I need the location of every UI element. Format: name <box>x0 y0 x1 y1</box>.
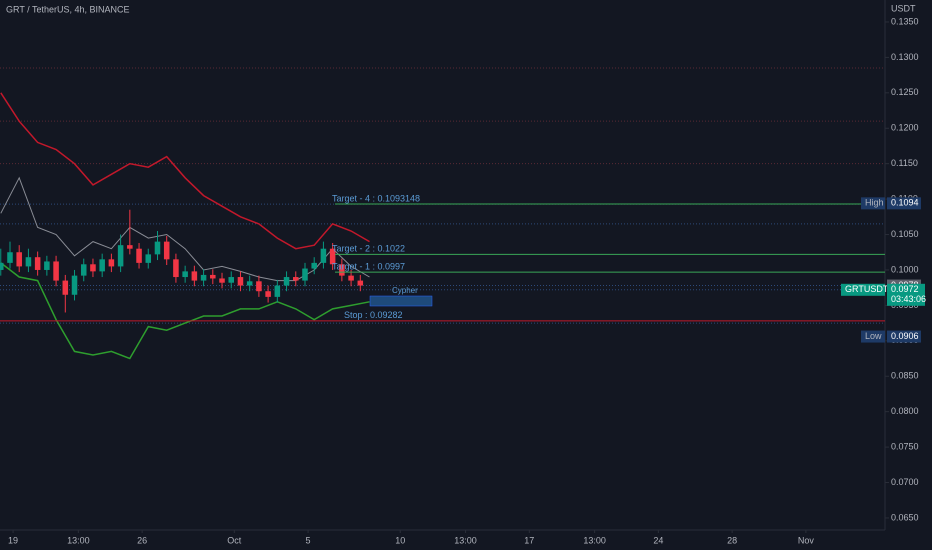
price-badge-label: 0.0906 <box>891 331 919 341</box>
y-tick-label: 0.1300 <box>891 52 919 62</box>
countdown: 03:43:06 <box>891 294 926 304</box>
candle-body <box>0 262 4 270</box>
x-tick-label: 26 <box>137 535 147 545</box>
badge-label: Low <box>865 331 882 341</box>
candle-body <box>145 254 152 263</box>
target-label: Target - 4 : 0.1093148 <box>332 193 420 203</box>
candle-body <box>34 257 41 270</box>
candle-body <box>90 264 96 272</box>
y-tick-label: 0.1250 <box>891 87 919 97</box>
x-tick-label: 13:00 <box>454 535 477 545</box>
candle-body <box>7 252 13 263</box>
candle-body <box>127 245 133 249</box>
candle-body <box>25 257 32 267</box>
x-tick-label: 13:00 <box>67 535 90 545</box>
x-tick-label: 13:00 <box>583 535 606 545</box>
candle-body <box>53 261 59 281</box>
pattern-label: Cypher <box>392 286 418 295</box>
candle-body <box>357 280 364 286</box>
candle-body <box>302 268 308 281</box>
x-tick-label: Oct <box>227 535 242 545</box>
candle-body <box>348 275 354 281</box>
candle-body <box>293 277 299 281</box>
price-badge <box>887 197 921 210</box>
x-tick-label: 28 <box>727 535 737 545</box>
x-tick-label: 17 <box>524 535 534 545</box>
symbol-label: GRTUSDT <box>845 284 889 294</box>
candle-body <box>163 241 170 260</box>
badge-label: High <box>865 198 884 208</box>
y-tick-label: 0.1050 <box>891 229 919 239</box>
candle-body <box>246 281 253 286</box>
pattern-box <box>369 295 433 307</box>
indicator-line <box>0 176 370 282</box>
candle-body <box>329 248 336 265</box>
price-badge <box>887 330 921 343</box>
candle-body <box>311 262 317 269</box>
target-label: Target - 2 : 0.1022 <box>332 244 405 254</box>
candle-body <box>182 271 188 278</box>
y-tick-label: 0.1150 <box>891 158 918 168</box>
candle-body <box>200 274 207 281</box>
axis-unit: USDT <box>891 3 916 13</box>
candle-body <box>274 285 281 297</box>
x-tick-label: 19 <box>8 535 18 545</box>
candle-body <box>237 277 244 286</box>
candle-body <box>80 264 87 276</box>
y-tick-label: 0.0850 <box>891 371 919 381</box>
badge-box <box>861 197 885 210</box>
y-tick-label: 0.1200 <box>891 123 919 133</box>
candle-body <box>16 252 22 267</box>
y-tick-label: 0.0750 <box>891 441 919 451</box>
symbol-price-badge <box>887 283 925 306</box>
x-tick-label: Nov <box>798 535 815 545</box>
indicator-line <box>0 262 370 360</box>
candle-body <box>228 277 235 283</box>
candle-body <box>71 275 78 295</box>
symbol-price: 0.0972 <box>891 284 919 294</box>
candle-body <box>173 259 179 278</box>
symbol-badge <box>841 283 885 296</box>
candle-body <box>108 259 115 267</box>
y-tick-label: 0.0700 <box>891 477 919 487</box>
candle-body <box>256 281 262 292</box>
header-title: GRT / TetherUS, 4h, BINANCE <box>6 4 130 14</box>
y-tick-label: 0.1350 <box>891 16 919 26</box>
candle-body <box>99 259 105 272</box>
x-tick-label: 10 <box>395 535 405 545</box>
badge-box <box>861 330 885 343</box>
candle-body <box>62 280 69 295</box>
target-label: Target - 1 : 0.0997 <box>332 261 405 271</box>
candle-body <box>191 271 198 281</box>
x-tick-label: 24 <box>653 535 663 545</box>
candle-body <box>339 264 345 276</box>
y-tick-label: 0.0650 <box>891 512 919 522</box>
candle-body <box>117 245 124 267</box>
y-tick-label: 0.1000 <box>891 264 919 274</box>
candle-body <box>136 248 142 263</box>
x-tick-label: 5 <box>306 535 311 545</box>
candle-body <box>283 277 290 286</box>
target-label: Stop : 0.09282 <box>344 310 403 320</box>
price-badge-label: 0.1094 <box>891 198 919 208</box>
candle-body <box>44 261 50 270</box>
candle-body <box>154 241 161 255</box>
candle-body <box>210 274 216 279</box>
candle-body <box>219 278 225 283</box>
candle-body <box>265 291 271 297</box>
y-tick-label: 0.0800 <box>891 406 919 416</box>
indicator-line <box>0 92 370 250</box>
candle-body <box>320 248 327 263</box>
